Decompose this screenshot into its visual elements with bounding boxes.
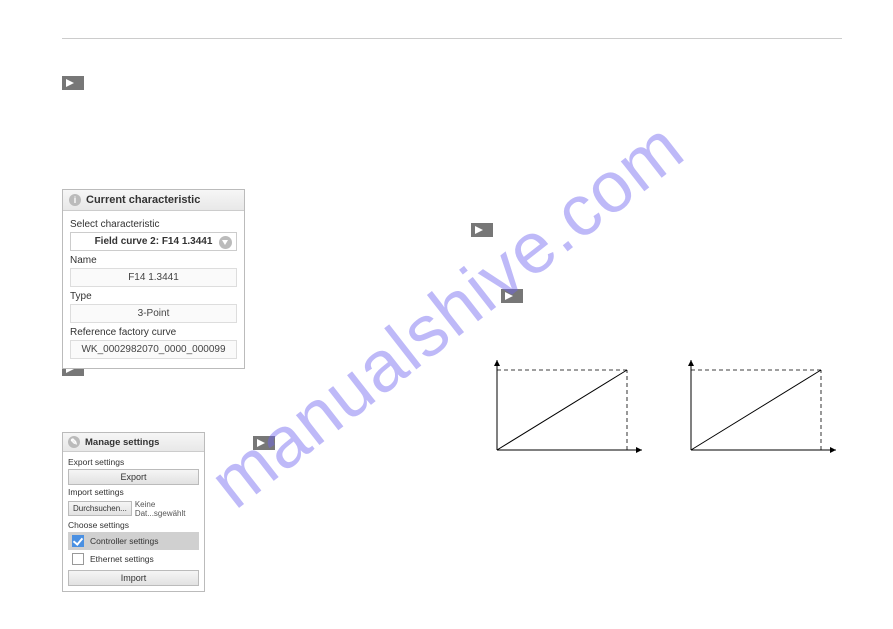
choose-settings-label: Choose settings xyxy=(68,520,199,530)
browse-button[interactable]: Durchsuchen... xyxy=(68,501,132,516)
type-label: Type xyxy=(70,291,237,302)
linear-chart-b xyxy=(681,355,841,460)
ethernet-settings-row[interactable]: Ethernet settings xyxy=(68,550,199,568)
ethernet-settings-label: Ethernet settings xyxy=(90,554,154,564)
select-characteristic-label: Select characteristic xyxy=(70,219,237,230)
type-value: 3-Point xyxy=(70,304,237,323)
export-settings-label: Export settings xyxy=(68,457,199,467)
arrow-icon xyxy=(62,76,84,90)
arrow-icon xyxy=(471,223,493,237)
panel-title-text: Manage settings xyxy=(85,437,159,448)
top-divider xyxy=(62,38,842,39)
characteristic-select-value: Field curve 2: F14 1.3441 xyxy=(95,236,213,247)
file-status-text: Keine Dat...sgewählt xyxy=(135,500,199,518)
panel-title-text: Current characteristic xyxy=(86,194,200,206)
gear-icon: ✎ xyxy=(68,436,80,448)
current-characteristic-panel: i Current characteristic Select characte… xyxy=(62,189,245,369)
import-button[interactable]: Import xyxy=(68,570,199,586)
chevron-down-icon xyxy=(219,236,232,249)
controller-settings-label: Controller settings xyxy=(90,536,159,546)
linear-chart-a xyxy=(487,355,647,460)
export-button[interactable]: Export xyxy=(68,469,199,485)
checkbox-icon xyxy=(72,535,84,547)
manage-settings-panel: ✎ Manage settings Export settings Export… xyxy=(62,432,205,592)
checkbox-icon xyxy=(72,553,84,565)
watermark-text: manualshive.com xyxy=(195,105,699,524)
controller-settings-row[interactable]: Controller settings xyxy=(68,532,199,550)
arrow-icon xyxy=(253,436,275,450)
info-icon: i xyxy=(69,194,81,206)
panel-title: i Current characteristic xyxy=(63,190,244,211)
reference-value: WK_0002982070_0000_000099 xyxy=(70,340,237,359)
name-value: F14 1.3441 xyxy=(70,268,237,287)
characteristic-select[interactable]: Field curve 2: F14 1.3441 xyxy=(70,232,237,251)
import-settings-label: Import settings xyxy=(68,487,199,497)
arrow-icon xyxy=(501,289,523,303)
name-label: Name xyxy=(70,255,237,266)
panel-title: ✎ Manage settings xyxy=(63,433,204,452)
reference-label: Reference factory curve xyxy=(70,327,237,338)
